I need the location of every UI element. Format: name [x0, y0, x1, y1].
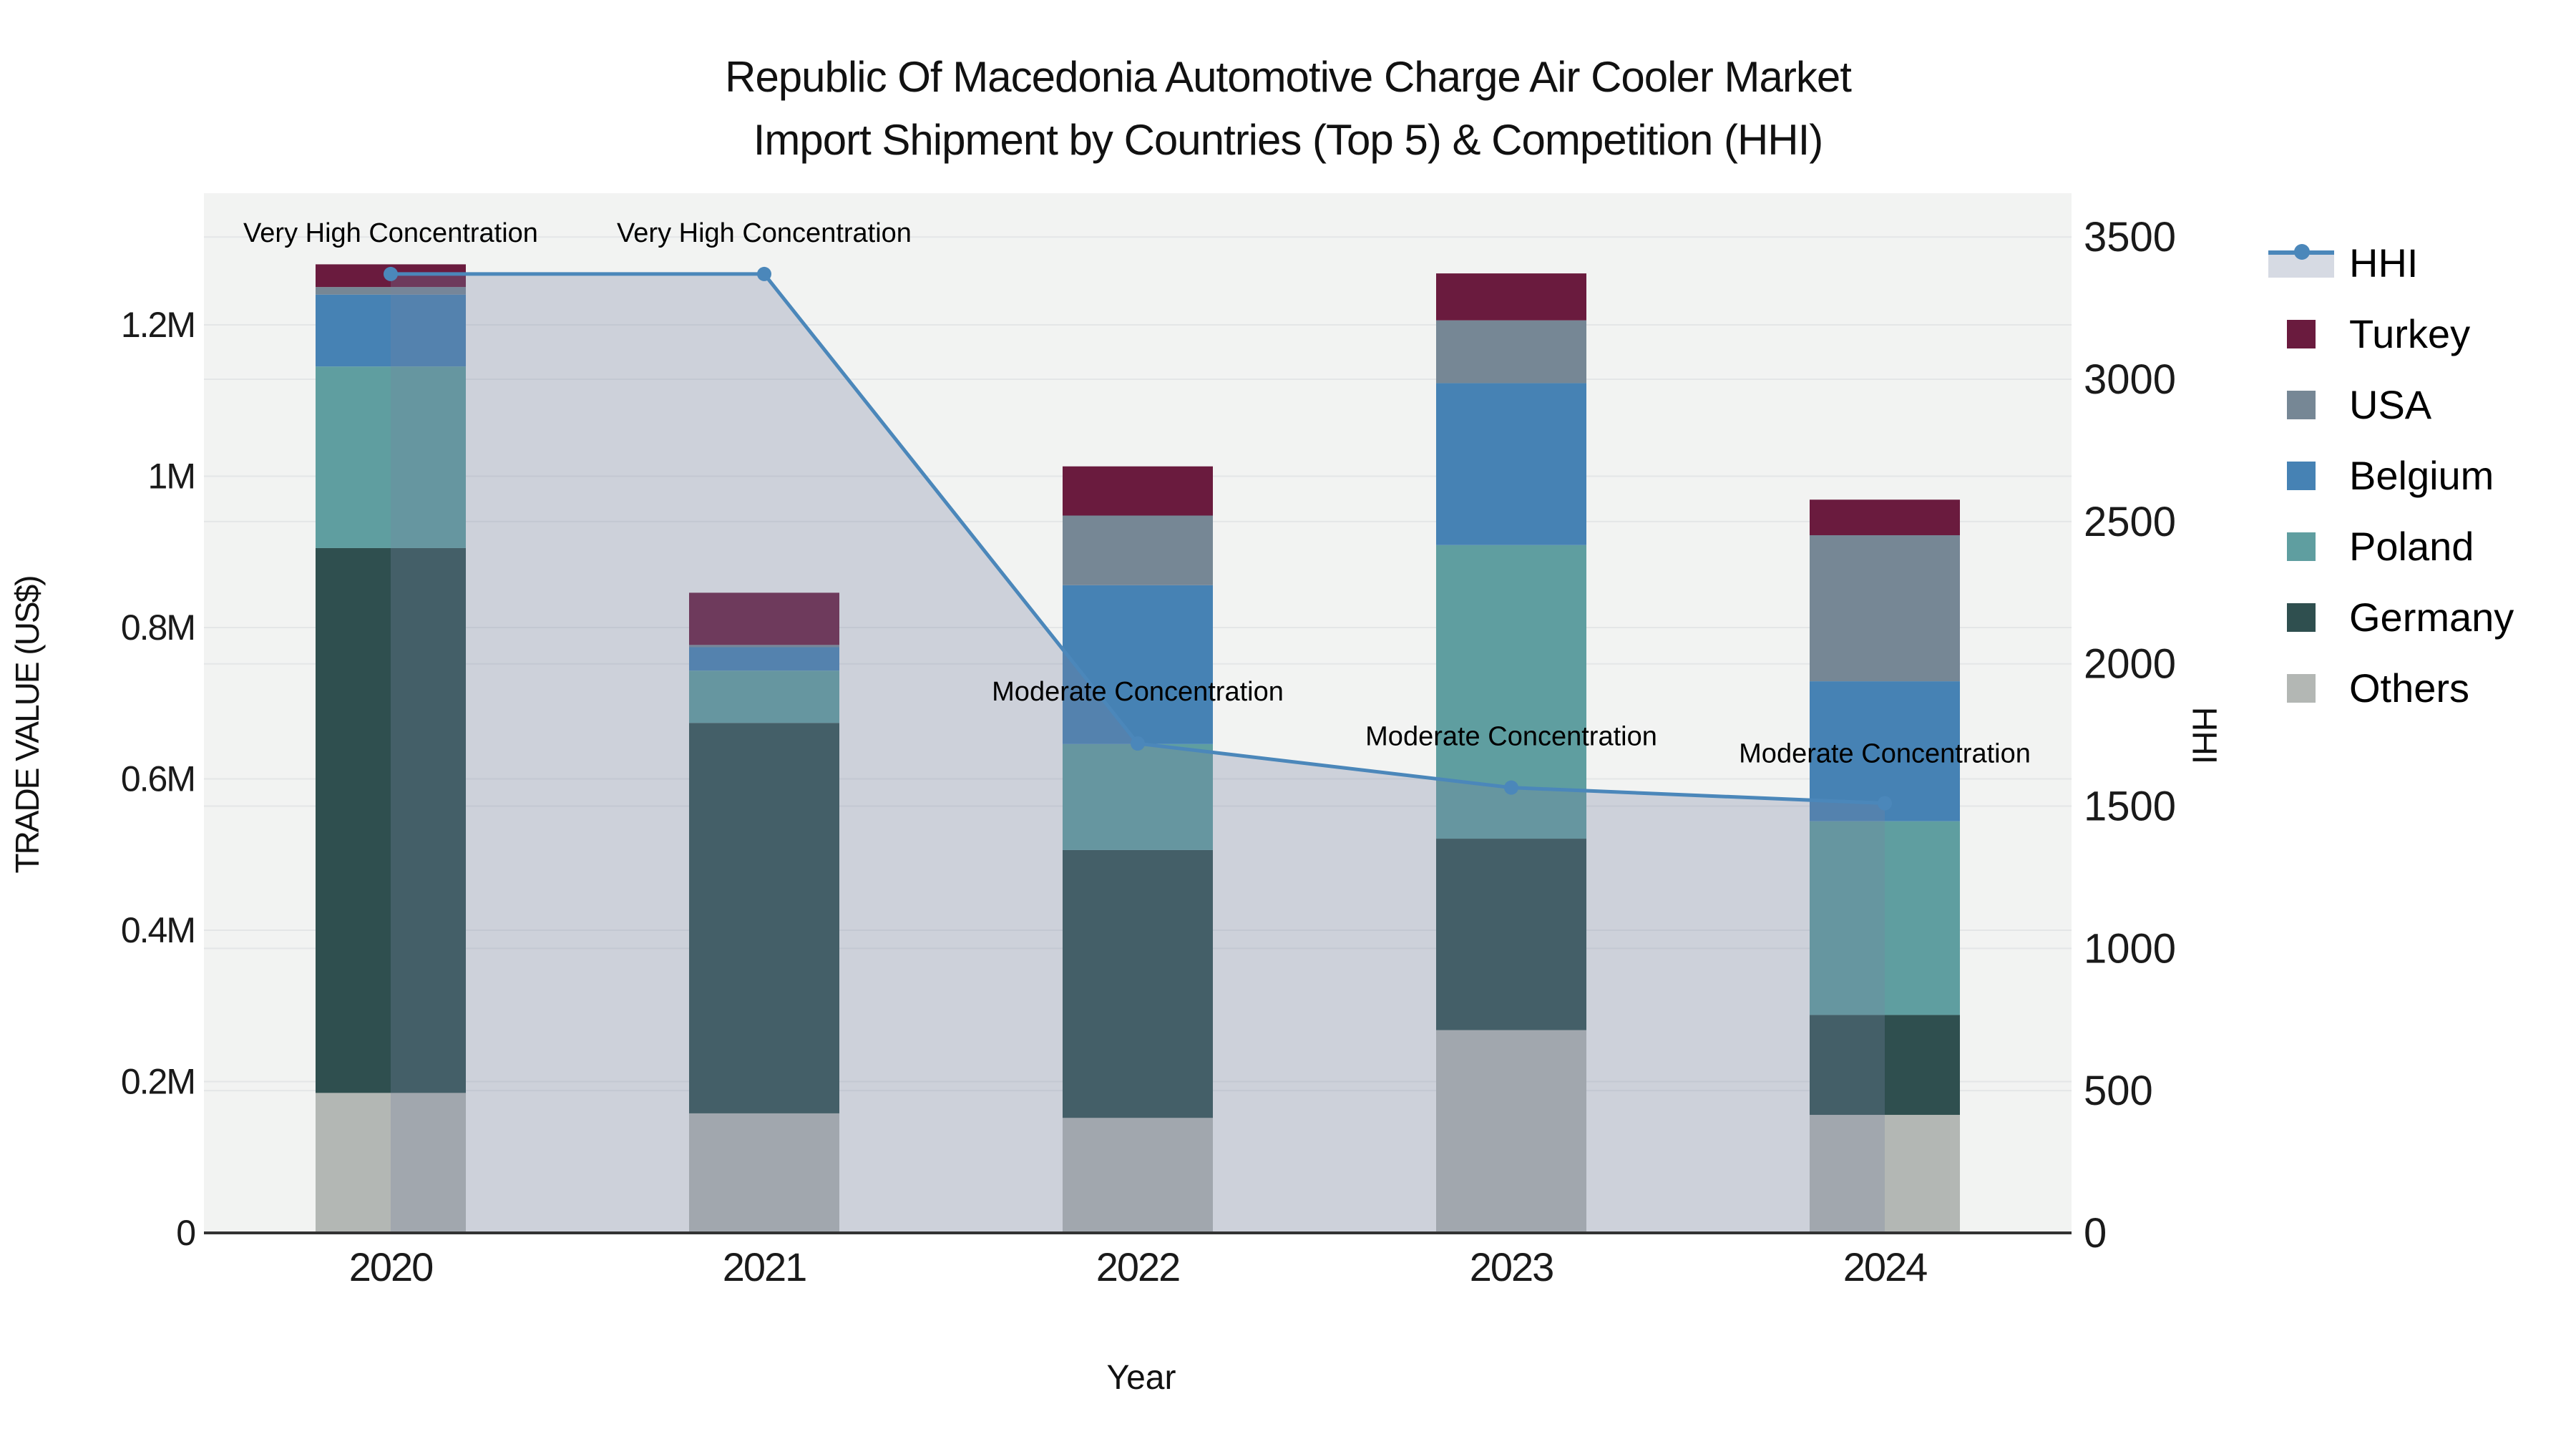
bar-segment-2023-belgium[interactable] [1436, 383, 1586, 545]
legend-item-belgium[interactable]: Belgium [2268, 440, 2514, 511]
bar-segment-2021-germany[interactable] [689, 723, 839, 1113]
legend-item-others[interactable]: Others [2268, 653, 2514, 723]
y-tick-label: 0.8M [121, 608, 195, 648]
legend-item-usa[interactable]: USA [2268, 369, 2514, 440]
y-axis-title: TRADE VALUE (US$) [9, 576, 46, 874]
bar-segment-2020-belgium[interactable] [316, 294, 466, 367]
bar-segment-2023-usa[interactable] [1436, 320, 1586, 384]
x-tick-label-2022: 2022 [1096, 1244, 1180, 1289]
y2-tick-label: 1000 [2084, 925, 2176, 972]
y2-tick-label: 3000 [2084, 356, 2176, 403]
bar-segment-2023-others[interactable] [1436, 1030, 1586, 1233]
legend-color-swatch-icon [2268, 313, 2334, 356]
legend-item-germany[interactable]: Germany [2268, 582, 2514, 653]
x-tick-label-2020: 2020 [349, 1244, 433, 1289]
bar-segment-2021-poland[interactable] [689, 670, 839, 723]
legend-label: Others [2349, 665, 2470, 711]
legend-color-swatch-icon [2268, 596, 2334, 639]
hhi-marker-2020[interactable] [384, 266, 398, 281]
legend-color-swatch-icon [2268, 525, 2334, 568]
bar-segment-2020-usa[interactable] [316, 287, 466, 295]
bar-segment-2021-turkey[interactable] [689, 592, 839, 645]
legend-color-swatch-icon [2268, 454, 2334, 497]
hhi-marker-2024[interactable] [1878, 796, 1892, 811]
y2-tick-label: 2000 [2084, 641, 2176, 688]
bar-segment-2022-turkey[interactable] [1063, 466, 1213, 516]
legend-color-swatch-icon [2268, 667, 2334, 710]
x-tick-label-2023: 2023 [1470, 1244, 1553, 1289]
legend-label: HHI [2349, 240, 2419, 286]
annotation-2020: Very High Concentration [243, 218, 538, 248]
y2-tick-label: 2500 [2084, 499, 2176, 545]
legend-line-swatch-icon [2268, 242, 2334, 285]
bar-segment-2022-germany[interactable] [1063, 849, 1213, 1118]
hhi-marker-2023[interactable] [1504, 780, 1518, 795]
bar-segment-2022-usa[interactable] [1063, 515, 1213, 585]
bar-segment-2024-poland[interactable] [1810, 821, 1960, 1015]
x-axis-title: Year [1106, 1359, 1176, 1397]
annotation-2024: Moderate Concentration [1739, 739, 2031, 769]
y2-axis-title: HHI [2185, 706, 2223, 764]
legend-item-hhi[interactable]: HHI [2268, 228, 2514, 298]
annotation-2022: Moderate Concentration [992, 677, 1284, 707]
y-tick-label: 1.2M [121, 305, 195, 345]
y-tick-label: 0.2M [121, 1062, 195, 1102]
bar-segment-2021-usa[interactable] [689, 645, 839, 648]
bar-segment-2023-turkey[interactable] [1436, 273, 1586, 321]
hhi-marker-2021[interactable] [757, 266, 771, 281]
chart-title-line2: Import Shipment by Countries (Top 5) & C… [753, 116, 1824, 164]
y2-tick-label: 3500 [2084, 214, 2176, 260]
y-tick-label: 0 [176, 1213, 195, 1253]
y-tick-label: 0.4M [121, 910, 195, 950]
legend-label: Poland [2349, 524, 2474, 569]
annotation-2023: Moderate Concentration [1365, 722, 1657, 752]
x-tick-label-2024: 2024 [1843, 1244, 1927, 1289]
bar-segment-2020-germany[interactable] [316, 547, 466, 1093]
bar-segment-2020-others[interactable] [316, 1093, 466, 1233]
legend-label: Turkey [2349, 311, 2471, 356]
bar-segment-2024-usa[interactable] [1810, 535, 1960, 682]
legend: HHI Turkey USA Belgium Poland Germany Others [2268, 228, 2514, 723]
legend-item-poland[interactable]: Poland [2268, 511, 2514, 582]
y2-tick-label: 500 [2084, 1068, 2153, 1114]
hhi-area-fill [391, 273, 1885, 1233]
legend-color-swatch-icon [2268, 384, 2334, 426]
x-tick-label-2021: 2021 [723, 1244, 806, 1289]
chart-title: Republic Of Macedonia Automotive Charge … [0, 46, 2576, 172]
legend-item-turkey[interactable]: Turkey [2268, 298, 2514, 369]
bar-segment-2022-belgium[interactable] [1063, 585, 1213, 744]
y2-tick-label: 1500 [2084, 784, 2176, 830]
legend-label: USA [2349, 382, 2432, 427]
y-tick-label: 1M [148, 457, 195, 497]
legend-label: Germany [2349, 595, 2514, 640]
bar-segment-2022-others[interactable] [1063, 1118, 1213, 1233]
bar-segment-2023-germany[interactable] [1436, 839, 1586, 1030]
y2-tick-label: 0 [2084, 1210, 2107, 1257]
legend-label: Belgium [2349, 453, 2494, 498]
chart-title-line1: Republic Of Macedonia Automotive Charge … [725, 53, 1852, 101]
bar-segment-2022-poland[interactable] [1063, 743, 1213, 850]
bar-segment-2021-belgium[interactable] [689, 647, 839, 671]
y-tick-label: 0.6M [121, 759, 195, 799]
bar-segment-2021-others[interactable] [689, 1113, 839, 1233]
bar-segment-2024-others[interactable] [1810, 1115, 1960, 1233]
annotation-2021: Very High Concentration [617, 218, 912, 248]
bar-segment-2024-turkey[interactable] [1810, 499, 1960, 535]
bar-segment-2020-poland[interactable] [316, 366, 466, 548]
hhi-marker-2022[interactable] [1131, 736, 1145, 751]
bar-segment-2024-germany[interactable] [1810, 1015, 1960, 1116]
